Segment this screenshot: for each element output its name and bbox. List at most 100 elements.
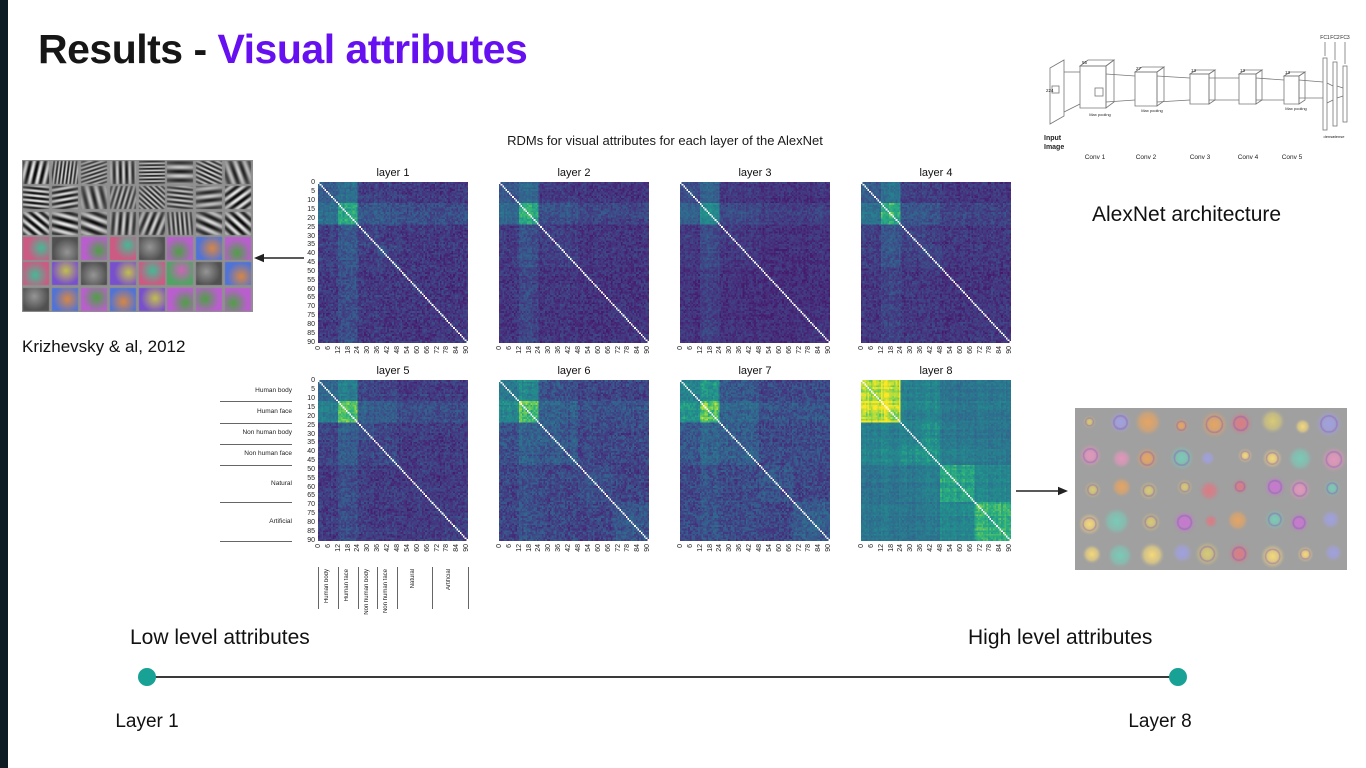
max-pooling-label: Max pooling — [1089, 112, 1111, 117]
y-tick-label: 50 — [307, 465, 315, 473]
x-tick-label: 42 — [384, 346, 392, 354]
y-tick-label: 15 — [307, 403, 315, 411]
x-tick-label: 90 — [644, 346, 652, 354]
y-tick-label: 20 — [307, 214, 315, 222]
x-tick-label: 78 — [624, 544, 632, 552]
category-axis-line — [220, 502, 292, 504]
x-tick-label: 36 — [736, 346, 744, 354]
alexnet-architecture-shapes — [1049, 42, 1348, 131]
y-tick-label: 85 — [307, 527, 315, 535]
category-axis-line — [377, 567, 379, 609]
x-tick-label: 24 — [716, 346, 724, 354]
x-tick-label: 42 — [927, 544, 935, 552]
rdm-heatmap-layer-1 — [318, 182, 468, 343]
x-tick-label: 54 — [765, 544, 773, 552]
x-tick-label: 30 — [907, 544, 915, 552]
x-tick-label: 84 — [634, 346, 642, 354]
x-tick-label: 84 — [634, 544, 642, 552]
x-tick-label: 84 — [815, 544, 823, 552]
rdm-layer-title: layer 6 — [557, 365, 591, 377]
x-tick-label: 72 — [795, 544, 803, 552]
x-tick-label: 66 — [423, 544, 431, 552]
x-tick-label: 18 — [525, 346, 533, 354]
x-tick-label: 60 — [413, 544, 421, 552]
x-tick-label: 60 — [413, 346, 421, 354]
dim-label: 224 — [1046, 88, 1054, 93]
x-tick-label: 30 — [545, 346, 553, 354]
x-tick-label: 90 — [825, 544, 833, 552]
input-image-label: Image — [1044, 144, 1064, 151]
x-tick-label: 30 — [726, 346, 734, 354]
x-tick-label: 6 — [324, 544, 332, 548]
x-tick-label: 0 — [676, 346, 684, 350]
layer8-visualization-image — [1075, 408, 1347, 570]
alexnet-filters-image — [22, 160, 253, 312]
x-tick-label: 48 — [574, 544, 582, 552]
fc-label: FC1 — [1320, 35, 1330, 41]
x-tick-label: 42 — [565, 346, 573, 354]
x-tick-label: 84 — [996, 544, 1004, 552]
y-tick-label: 45 — [307, 457, 315, 464]
category-axis-line — [220, 464, 292, 466]
dim-label: 27 — [1136, 66, 1142, 71]
category-label: Natural — [271, 479, 292, 487]
x-tick-label: 42 — [746, 346, 754, 354]
x-tick-label: 12 — [515, 346, 523, 354]
y-tick-label: 35 — [307, 241, 315, 249]
dim-label: 55 — [1082, 60, 1088, 65]
x-tick-label: 60 — [956, 544, 964, 552]
x-tick-label: 72 — [976, 346, 984, 354]
left-accent-bar — [0, 0, 8, 768]
y-tick-label: 80 — [307, 320, 315, 328]
x-tick-label: 90 — [644, 544, 652, 552]
x-tick-label: 0 — [857, 346, 865, 350]
x-tick-label: 90 — [463, 346, 471, 354]
x-tick-label: 54 — [584, 346, 592, 354]
y-tick-label: 20 — [307, 412, 315, 420]
x-tick-label: 0 — [314, 544, 322, 548]
x-tick-label: 18 — [525, 544, 533, 552]
x-tick-label: 66 — [785, 544, 793, 552]
x-tick-label: 84 — [996, 346, 1004, 354]
slide-title: Results - Visual attributes — [38, 26, 528, 73]
x-tick-label: 66 — [966, 346, 974, 354]
x-tick-label: 72 — [795, 346, 803, 354]
x-tick-label: 12 — [877, 544, 885, 552]
x-tick-label: 24 — [535, 346, 543, 354]
alexnet-caption: AlexNet architecture — [1092, 203, 1282, 226]
input-image-label: Input — [1044, 135, 1062, 142]
x-tick-label: 84 — [453, 544, 461, 552]
x-tick-label: 12 — [696, 544, 704, 552]
dense-label: dense — [1324, 134, 1336, 139]
y-tick-label: 70 — [307, 501, 315, 509]
x-tick-label: 6 — [505, 346, 513, 350]
x-tick-label: 0 — [314, 346, 322, 350]
category-label: Non human body — [242, 429, 292, 437]
y-tick-label: 10 — [307, 197, 315, 205]
x-tick-label: 30 — [545, 544, 553, 552]
x-tick-label: 90 — [825, 346, 833, 354]
y-tick-label: 30 — [307, 430, 315, 438]
rdm-heatmap-layer-7 — [680, 380, 830, 541]
x-tick-label: 36 — [555, 346, 563, 354]
x-tick-label: 12 — [696, 346, 704, 354]
slide-title-prefix: Results - — [38, 26, 218, 72]
y-tick-label: 65 — [307, 492, 315, 500]
x-tick-label: 0 — [676, 544, 684, 548]
y-tick-label: 80 — [307, 518, 315, 526]
x-tick-label: 78 — [805, 544, 813, 552]
high-level-label: High level attributes — [968, 626, 1153, 649]
dim-label: 13 — [1240, 68, 1246, 73]
y-tick-label: 10 — [307, 395, 315, 403]
category-label: Artificial — [269, 517, 292, 525]
x-tick-label: 30 — [726, 544, 734, 552]
category-axis-line — [318, 567, 319, 609]
x-tick-label: 78 — [443, 346, 451, 354]
x-tick-label: 66 — [423, 346, 431, 354]
fc-label: FC3 — [1340, 35, 1350, 41]
x-tick-label: 36 — [374, 346, 382, 354]
x-tick-label: 0 — [857, 544, 865, 548]
x-tick-label: 24 — [897, 544, 905, 552]
x-tick-label: 12 — [877, 346, 885, 354]
y-tick-label: 15 — [307, 205, 315, 213]
